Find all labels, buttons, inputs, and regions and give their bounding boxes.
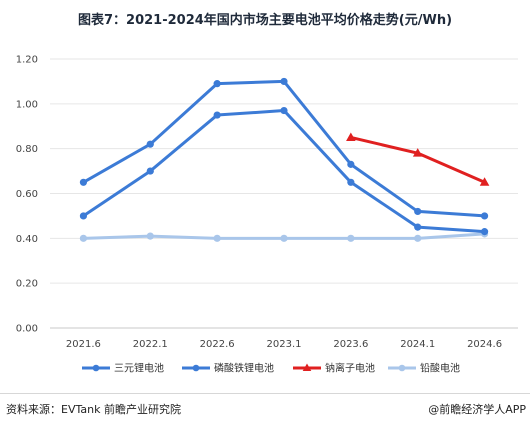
data-point — [280, 106, 288, 115]
data-point — [213, 234, 221, 242]
legend-item: 钠离子电池 — [293, 362, 375, 375]
data-point — [79, 178, 88, 186]
legend-label: 钠离子电池 — [325, 362, 375, 375]
series-line — [349, 135, 487, 184]
x-tick-label: 2023.1 — [267, 339, 302, 350]
axes: 0.00 0.20 0.40 0.60 0.80 1.00 1.20 2021.6 2022.1… — [16, 55, 518, 350]
data-point — [213, 111, 221, 119]
data-point — [480, 228, 489, 236]
data-point — [146, 140, 154, 148]
legend-item: 铅酸电池 — [388, 362, 460, 375]
data-point — [414, 207, 422, 216]
footer: 资料来源：EVTank 前瞻产业研究院 @前瞻经济学人APP — [0, 393, 530, 422]
legend-marker — [398, 364, 406, 372]
data-point — [346, 132, 356, 141]
legend-label: 磷酸铁锂电池 — [214, 362, 274, 375]
x-tick-label: 2024.1 — [400, 339, 435, 350]
data-point — [280, 234, 288, 242]
y-tick-label: 0.40 — [16, 234, 38, 245]
x-tick-label: 2022.1 — [133, 339, 168, 350]
series-3 — [346, 132, 490, 186]
y-tick-label: 0.20 — [16, 279, 38, 290]
brand-label: @前瞻经济学人APP — [428, 403, 526, 416]
legend-label: 铅酸电池 — [420, 362, 460, 375]
legend: 三元锂电池 磷酸铁锂电池 钠离子电池 铅酸电池 — [82, 362, 460, 375]
data-point — [412, 148, 423, 157]
series-4 — [79, 230, 489, 242]
data-point — [79, 234, 88, 242]
y-tick-label: 0.60 — [16, 189, 38, 200]
data-point — [347, 178, 355, 186]
source-note: 资料来源：EVTank 前瞻产业研究院 — [6, 403, 181, 416]
data-point — [347, 160, 355, 168]
legend-marker — [192, 364, 200, 372]
data-point — [146, 232, 154, 240]
legend-item: 磷酸铁锂电池 — [182, 362, 274, 375]
data-point — [414, 223, 422, 231]
y-tick-label: 0.00 — [16, 324, 38, 335]
data-point — [280, 77, 288, 86]
legend-label: 三元锂电池 — [114, 362, 164, 375]
x-tick-label: 2021.6 — [66, 339, 101, 350]
data-point — [414, 234, 422, 242]
data-point — [146, 167, 154, 175]
grid-lines — [50, 58, 518, 284]
y-tick-label: 1.20 — [16, 55, 38, 66]
data-point — [480, 212, 489, 220]
series-line — [81, 109, 487, 234]
chart-title: 图表7：2021-2024年国内市场主要电池平均价格走势(元/Wh) — [77, 13, 453, 28]
x-tick-label: 2022.6 — [200, 339, 235, 350]
series-2 — [79, 106, 489, 236]
data-point — [213, 80, 221, 88]
legend-marker — [302, 363, 312, 371]
legend-item: 三元锂电池 — [82, 362, 164, 375]
data-point — [479, 177, 490, 186]
data-point — [347, 234, 355, 242]
line-chart: 0.00 0.20 0.40 0.60 0.80 1.00 1.20 2021.6 2022.1… — [16, 55, 518, 375]
y-tick-label: 1.00 — [16, 99, 38, 110]
series-lines — [79, 77, 490, 242]
x-tick-label: 2024.6 — [467, 339, 502, 350]
y-tick-label: 0.80 — [16, 144, 38, 155]
x-tick-label: 2023.6 — [333, 339, 368, 350]
data-point — [79, 212, 88, 220]
series-1 — [79, 77, 489, 220]
legend-marker — [92, 364, 100, 372]
